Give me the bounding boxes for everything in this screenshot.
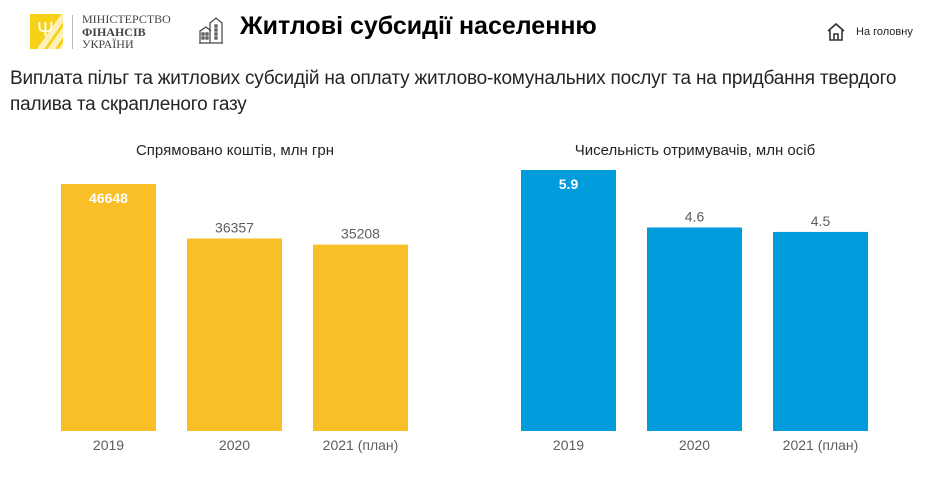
trident-icon: Ψ [37, 19, 54, 41]
logo-divider [72, 15, 73, 49]
x-tick-label: 2021 (план) [783, 437, 859, 453]
bar-1-2019[interactable] [521, 170, 616, 431]
home-icon [827, 22, 845, 41]
buildings-icon [199, 17, 223, 44]
page-subtitle: Виплата пільг та житлових субсидій на оп… [10, 68, 897, 115]
x-tick-label: 2019 [93, 437, 124, 453]
bar-1-2021 (план)[interactable] [773, 231, 868, 431]
data-label: 4.6 [685, 209, 705, 225]
bar-0-2019[interactable] [61, 184, 156, 431]
x-tick-label: 2020 [219, 437, 250, 453]
bar-0-2021 (план)[interactable] [313, 244, 408, 431]
x-tick-label: 2021 (план) [323, 437, 399, 453]
chart-title-funds: Спрямовано коштів, млн грн [135, 142, 335, 159]
ministry-line-1: МІНІСТЕРСТВО [82, 12, 171, 26]
data-label: 36357 [215, 219, 254, 235]
data-label: 4.5 [811, 213, 831, 229]
data-label: 35208 [341, 226, 380, 242]
x-tick-label: 2020 [679, 437, 710, 453]
ministry-logo: Ψ [30, 14, 63, 49]
data-label: 5.9 [559, 176, 579, 192]
ministry-line-3: УКРАЇНИ [82, 37, 134, 51]
chart-title-recipients: Чисельність отримувачів, млн осіб [574, 142, 816, 159]
home-button[interactable]: На головну [826, 22, 913, 42]
ministry-name: МІНІСТЕРСТВО ФІНАНСІВ УКРАЇНИ [82, 13, 171, 51]
data-label: 46648 [89, 190, 128, 206]
page-title: Житлові субсидії населенню [240, 12, 597, 40]
ministry-line-2: ФІНАНСІВ [82, 24, 146, 39]
bar-1-2020[interactable] [647, 227, 742, 431]
bar-0-2020[interactable] [187, 238, 282, 431]
home-label: На головну [856, 26, 913, 38]
x-tick-label: 2019 [553, 437, 584, 453]
